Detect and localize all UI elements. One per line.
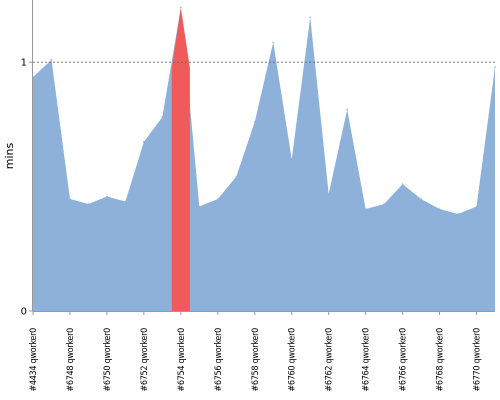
- data-point: [87, 203, 90, 205]
- plot-area: [32, 6, 496, 312]
- x-tick-label: #6756 qworker0: [214, 328, 224, 392]
- y-tick-label: 0: [21, 307, 27, 318]
- x-tick-label: #6762 qworker0: [325, 328, 335, 392]
- data-point: [346, 108, 348, 111]
- data-point: [401, 183, 404, 185]
- x-tick-label: #6750 qworker0: [103, 328, 113, 392]
- y-tick-label: 1: [21, 58, 27, 69]
- labels: mins 0 1 #4434 qworker0 #6748 qworker0 #6750…: [3, 58, 483, 392]
- x-tick-label: #6754 qworker0: [177, 328, 187, 392]
- x-tick-label: #6748 qworker0: [66, 328, 76, 392]
- y-axis-label: mins: [3, 142, 16, 169]
- data-point: [457, 213, 459, 215]
- x-tick-label: #6766 qworker0: [399, 328, 409, 392]
- data-point: [364, 208, 367, 210]
- x-tick-label: #6758 qworker0: [251, 328, 261, 392]
- data-point: [309, 16, 312, 19]
- data-point: [383, 203, 385, 205]
- data-point: [475, 205, 478, 208]
- data-point: [69, 198, 71, 200]
- data-point: [235, 175, 238, 178]
- data-point: [106, 195, 108, 198]
- data-point: [124, 200, 127, 203]
- series-area: [33, 7, 495, 312]
- data-point: [438, 208, 441, 210]
- data-point: [50, 58, 53, 61]
- x-tick-label: #6752 qworker0: [140, 328, 150, 392]
- data-point: [290, 158, 293, 161]
- data-point: [420, 198, 422, 200]
- x-tick-label: #6764 qworker0: [362, 328, 372, 392]
- highlighted-point: [171, 7, 190, 312]
- data-point: [272, 41, 275, 44]
- data-point: [161, 116, 164, 118]
- x-tick-label: #4434 qworker0: [29, 328, 39, 392]
- data-point: [253, 121, 256, 123]
- x-tick-label: #6770 qworker0: [473, 328, 483, 392]
- data-point: [494, 66, 496, 68]
- data-point: [198, 205, 201, 208]
- data-point: [217, 198, 219, 200]
- data-point: [327, 193, 330, 195]
- axes: [29, 0, 495, 315]
- x-tick-label: #6768 qworker0: [436, 328, 446, 392]
- data-point: [143, 141, 145, 143]
- data-point: [180, 6, 182, 9]
- x-tick-label: #6760 qworker0: [288, 328, 298, 392]
